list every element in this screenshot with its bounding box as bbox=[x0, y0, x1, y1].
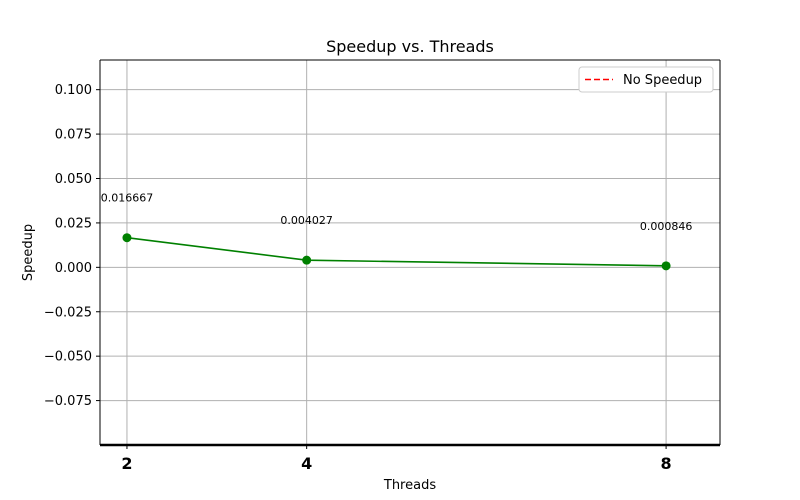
data-label: 0.004027 bbox=[280, 214, 333, 227]
data-point bbox=[302, 255, 312, 265]
y-tick-label: −0.025 bbox=[44, 305, 92, 320]
legend-box bbox=[578, 66, 714, 93]
y-tick-label: 0.100 bbox=[55, 83, 92, 98]
y-tick-label: 0.075 bbox=[55, 128, 92, 143]
x-tick-label: 4 bbox=[301, 454, 312, 473]
legend: No Speedup bbox=[578, 66, 714, 93]
grid-lines bbox=[100, 60, 720, 445]
data-label: 0.016667 bbox=[101, 192, 154, 205]
y-tick-label: −0.075 bbox=[44, 394, 92, 409]
chart-title: Speedup vs. Threads bbox=[326, 37, 494, 56]
series-line bbox=[126, 236, 667, 267]
tick-labels: −0.075 −0.050 −0.025 0.000 0.025 0.050 0.075 0.… bbox=[44, 83, 672, 473]
x-tick-label: 2 bbox=[121, 454, 132, 473]
axes bbox=[96, 59, 721, 449]
y-tick-label: 0.000 bbox=[55, 261, 92, 276]
data-point bbox=[661, 261, 671, 271]
data-point bbox=[122, 233, 132, 243]
y-tick-label: −0.050 bbox=[44, 350, 92, 365]
y-tick-label: 0.050 bbox=[55, 172, 92, 187]
y-tick-label: 0.025 bbox=[55, 216, 92, 231]
y-axis-label: Speedup bbox=[21, 224, 36, 281]
x-tick-label: 8 bbox=[661, 454, 672, 473]
x-axis-label: Threads bbox=[383, 478, 436, 493]
plot-area: 0.016667 0.004027 0.000846 bbox=[101, 192, 693, 271]
legend-entry-no-speedup: No Speedup bbox=[623, 73, 702, 88]
data-label: 0.000846 bbox=[640, 220, 693, 233]
